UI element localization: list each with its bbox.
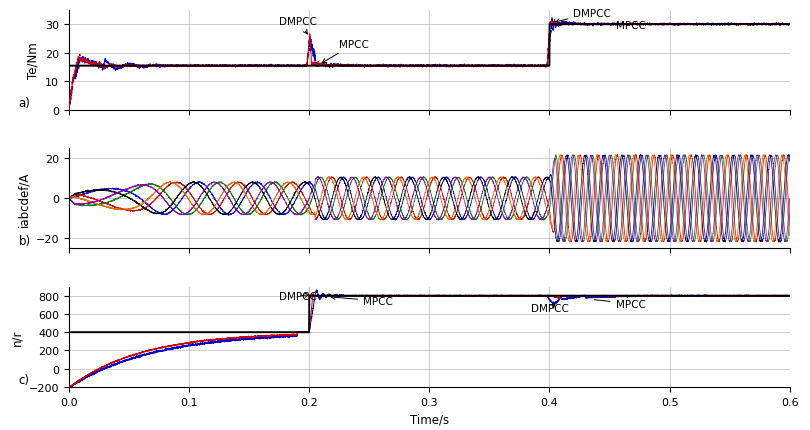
Text: DMPCC: DMPCC [556,9,612,24]
Text: a): a) [19,97,30,110]
Text: MPCC: MPCC [331,295,393,306]
Text: b): b) [19,235,31,248]
Text: DMPCC: DMPCC [279,292,317,302]
Text: MPCC: MPCC [322,40,369,64]
Y-axis label: iabcdef/A: iabcdef/A [17,171,30,227]
Text: DMPCC: DMPCC [279,17,317,35]
Text: MPCC: MPCC [588,22,646,31]
Text: c): c) [19,373,29,386]
Text: MPCC: MPCC [595,299,646,309]
Y-axis label: Te/Nm: Te/Nm [27,43,40,79]
Text: DMPCC: DMPCC [531,304,569,313]
Y-axis label: n/r: n/r [10,329,23,345]
X-axis label: Time/s: Time/s [410,412,449,425]
